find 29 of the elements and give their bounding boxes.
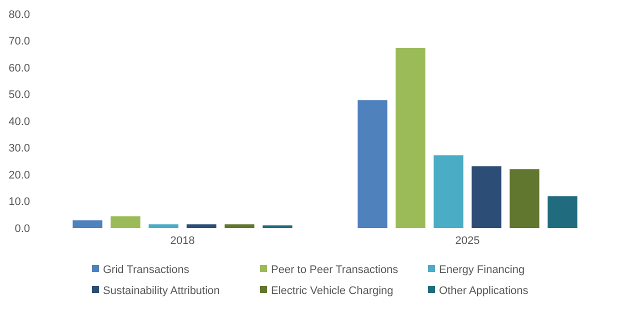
legend-label: Sustainability Attribution bbox=[103, 284, 220, 297]
y-tick-label: 30.0 bbox=[8, 142, 30, 155]
x-tick-label: 2025 bbox=[455, 235, 480, 247]
y-tick-label: 70.0 bbox=[8, 36, 30, 48]
bar bbox=[510, 169, 540, 228]
y-tick-label: 20.0 bbox=[8, 169, 30, 182]
bar bbox=[358, 100, 388, 228]
y-tick-label: 50.0 bbox=[8, 89, 30, 102]
bar bbox=[148, 224, 178, 228]
legend-label: Grid Transactions bbox=[103, 264, 190, 276]
bar bbox=[110, 216, 140, 228]
bar bbox=[472, 166, 502, 228]
bar bbox=[72, 220, 102, 228]
bar bbox=[224, 224, 254, 228]
bar bbox=[434, 155, 464, 228]
bar bbox=[548, 196, 578, 228]
legend-label: Electric Vehicle Charging bbox=[271, 284, 394, 297]
y-tick-label: 10.0 bbox=[8, 196, 30, 208]
y-tick-label: 0.0 bbox=[14, 222, 30, 235]
bar bbox=[186, 224, 216, 228]
legend-label: Energy Financing bbox=[439, 264, 525, 276]
y-tick-label: 40.0 bbox=[8, 116, 30, 128]
bar bbox=[262, 225, 292, 228]
legend-label: Other Applications bbox=[439, 284, 529, 297]
x-tick-label: 2018 bbox=[170, 235, 195, 247]
y-tick-label: 60.0 bbox=[8, 62, 30, 74]
legend-label: Peer to Peer Transactions bbox=[271, 264, 399, 276]
y-tick-label: 80.0 bbox=[8, 8, 30, 21]
bar bbox=[396, 48, 426, 228]
